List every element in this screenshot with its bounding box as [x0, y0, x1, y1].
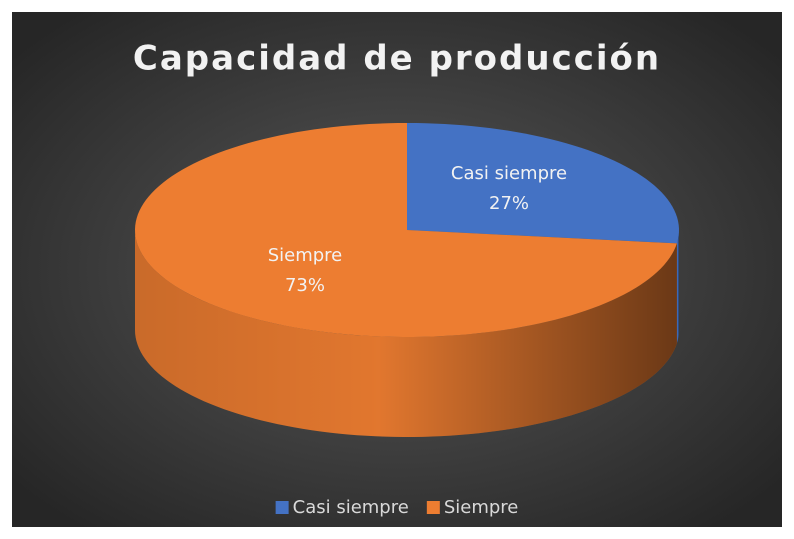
- pie-slice: [135, 123, 677, 337]
- pie-side-shade: [676, 230, 679, 344]
- data-label-value: 73%: [285, 275, 325, 296]
- legend-label: Siempre: [444, 497, 519, 518]
- data-label-value: 27%: [489, 193, 529, 214]
- legend-label: Casi siempre: [293, 497, 409, 518]
- legend-swatch: [426, 501, 440, 514]
- legend-swatch: [275, 501, 289, 514]
- data-label-category: Casi siempre: [451, 163, 567, 184]
- data-label-category: Siempre: [268, 245, 343, 266]
- legend: Casi siempre Siempre: [275, 497, 519, 518]
- chart-title: Capacidad de producción: [133, 39, 661, 79]
- pie-slice: [407, 123, 679, 244]
- pie-side-shade: [135, 230, 677, 437]
